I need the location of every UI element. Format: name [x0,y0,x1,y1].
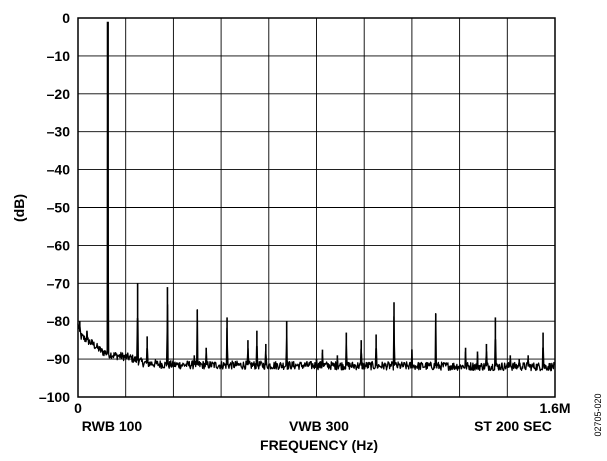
y-tick-label: –60 [47,237,71,253]
y-axis-title: (dB) [11,194,27,222]
spectrum-trace-layer [77,21,556,372]
plot-frame [77,17,556,398]
x-tick-label-start: 0 [74,400,82,416]
rwb-annotation: RWB 100 [82,418,143,434]
y-tick-label: –30 [47,124,71,140]
y-tick-label: –20 [47,86,71,102]
y-tick-label: –50 [47,200,71,216]
y-tick-label: –100 [39,389,70,405]
figure-code: 02705-020 [593,393,603,436]
y-tick-labels: 0 –10 –20 –30 –40 –50 –60 –70 –80 –90 –100 [39,10,70,405]
y-tick-label: –40 [47,162,71,178]
grid [78,18,555,397]
y-tick-label: –10 [47,48,71,64]
y-tick-label: –80 [47,313,71,329]
y-tick-label: 0 [62,10,70,26]
st-annotation: ST 200 SEC [474,418,552,434]
y-tick-label: –70 [47,275,71,291]
y-tick-label: –90 [47,351,71,367]
vwb-annotation: VWB 300 [289,418,349,434]
x-tick-label-end: 1.6M [539,400,570,416]
x-axis-title: FREQUENCY (Hz) [260,437,378,453]
